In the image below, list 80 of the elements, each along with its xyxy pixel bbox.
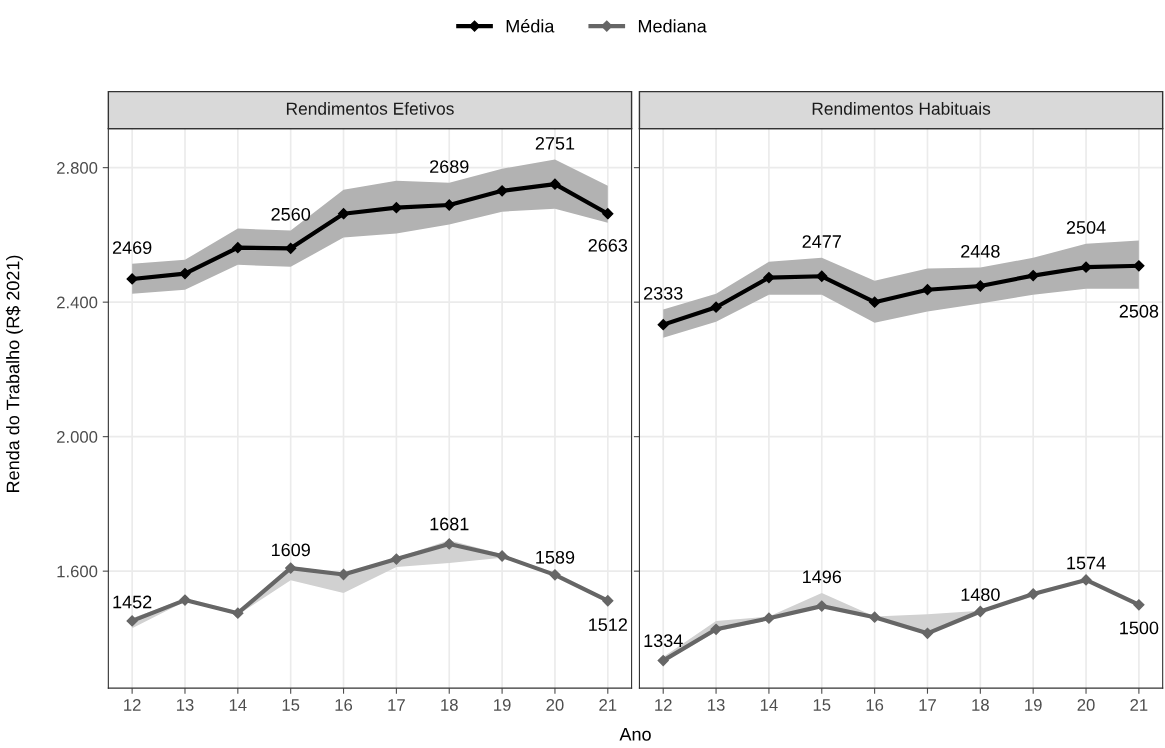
- point: [869, 611, 881, 623]
- data-label: 2751: [535, 136, 575, 150]
- data-label: 2469: [112, 241, 152, 254]
- point: [285, 562, 297, 574]
- point: [443, 538, 455, 550]
- data-label: 2663: [588, 238, 628, 252]
- chart-title: Rendimentos Habituais: [812, 102, 991, 115]
- point: [710, 623, 722, 635]
- x-tick-label: 16: [866, 699, 884, 711]
- point: [549, 569, 561, 581]
- data-label: 1500: [1120, 621, 1159, 635]
- data-label: 2477: [802, 235, 841, 248]
- x-tick-label: 17: [388, 699, 405, 711]
- point: [974, 605, 986, 618]
- data-label: 1512: [589, 618, 627, 632]
- data-label: 1589: [536, 550, 575, 564]
- legend-label: Mediana: [638, 19, 707, 33]
- x-tick-label: 14: [760, 699, 778, 711]
- data-label: 2333: [644, 286, 683, 300]
- point: [126, 615, 138, 627]
- point: [974, 280, 986, 292]
- x-tick-label: 21: [1130, 699, 1148, 711]
- chart-title: Rendimentos Efetivos: [286, 102, 454, 115]
- x-tick-label: 17: [919, 699, 936, 711]
- x-tick-label: 12: [124, 699, 141, 711]
- point: [232, 607, 244, 619]
- y-tick-label: 1.600: [57, 565, 98, 578]
- data-label: 1609: [271, 543, 310, 557]
- x-tick-label: 19: [1025, 699, 1042, 711]
- x-tick-label: 13: [176, 699, 194, 711]
- point: [602, 208, 614, 220]
- y-tick-label: 2.000: [57, 431, 98, 443]
- x-tick-label: 21: [599, 699, 617, 711]
- y-axis-title: Renda do Trabalho (R$ 2021): [5, 255, 23, 492]
- x-tick-label: 16: [335, 699, 353, 711]
- data-label: 1681: [430, 517, 469, 531]
- x-tick-label: 19: [494, 699, 511, 711]
- x-tick-label: 20: [546, 699, 564, 711]
- data-label: 2508: [1119, 304, 1159, 318]
- point: [126, 273, 138, 285]
- data-label: 1452: [113, 595, 152, 609]
- point: [549, 178, 561, 190]
- y-tick-label: 2.400: [57, 296, 98, 309]
- point: [443, 199, 455, 211]
- point: [657, 654, 669, 667]
- x-tick-label: 14: [229, 699, 247, 711]
- point: [390, 553, 402, 565]
- data-label: 2448: [961, 244, 1000, 258]
- point: [602, 595, 614, 607]
- point: [1080, 574, 1092, 586]
- data-label: 1334: [644, 634, 683, 648]
- x-tick-label: 12: [655, 699, 672, 711]
- x-tick-label: 20: [1077, 699, 1095, 711]
- point: [1027, 269, 1039, 282]
- point: [657, 319, 669, 331]
- data-label: 1480: [961, 588, 1000, 601]
- data-label: 2560: [271, 207, 311, 221]
- data-label: 1574: [1067, 556, 1106, 570]
- x-tick-label: 13: [708, 699, 725, 711]
- point: [816, 600, 828, 612]
- x-tick-label: 15: [813, 699, 831, 711]
- x-tick-label: 18: [441, 699, 458, 711]
- point: [763, 612, 775, 624]
- y-tick-label: 2.800: [57, 162, 98, 174]
- legend-label: Média: [506, 19, 555, 33]
- x-tick-label: 15: [282, 699, 300, 711]
- x-axis-title: Ano: [619, 728, 651, 741]
- data-label: 2504: [1066, 221, 1106, 234]
- point: [816, 270, 828, 282]
- point: [1027, 588, 1039, 600]
- x-tick-label: 18: [972, 699, 989, 711]
- point: [869, 296, 881, 308]
- point: [1133, 599, 1145, 611]
- point: [921, 627, 934, 639]
- data-label: 2689: [430, 160, 469, 173]
- point: [496, 185, 508, 197]
- point: [179, 267, 191, 280]
- data-label: 1496: [803, 570, 842, 584]
- point: [285, 242, 297, 254]
- point: [710, 301, 722, 313]
